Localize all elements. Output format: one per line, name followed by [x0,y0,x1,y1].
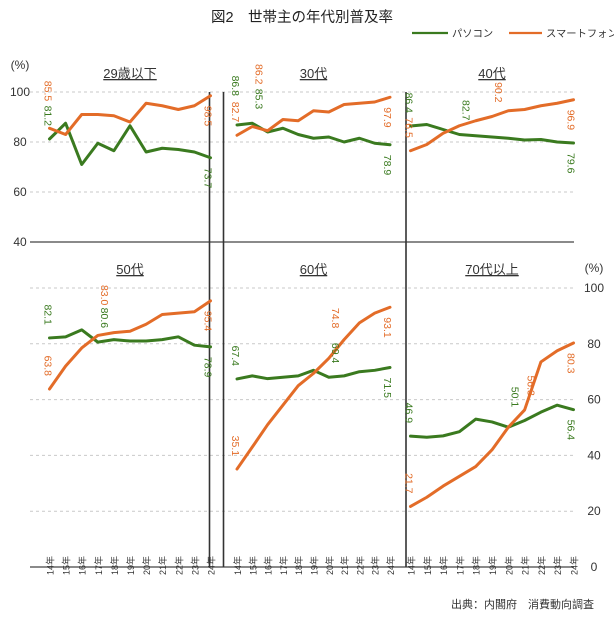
svg-text:76.5: 76.5 [403,117,415,138]
svg-text:17年: 17年 [278,556,289,575]
svg-text:18年: 18年 [293,556,304,575]
svg-text:60: 60 [587,393,601,407]
svg-text:15年: 15年 [247,556,258,575]
svg-text:96.9: 96.9 [565,110,577,131]
svg-text:85.5: 85.5 [42,81,54,102]
svg-text:50.1: 50.1 [508,387,520,408]
svg-text:16年: 16年 [438,556,449,575]
svg-text:71.5: 71.5 [381,378,393,399]
svg-text:35.1: 35.1 [229,436,241,457]
svg-text:17年: 17年 [454,556,465,575]
svg-text:20年: 20年 [324,556,335,575]
svg-text:20年: 20年 [141,556,152,575]
svg-text:74.8: 74.8 [329,308,341,329]
svg-text:19年: 19年 [125,556,136,575]
svg-text:82.1: 82.1 [42,304,54,325]
svg-text:24年: 24年 [385,556,396,575]
svg-text:86.4: 86.4 [403,93,415,114]
svg-text:0: 0 [591,560,598,574]
svg-text:93.1: 93.1 [381,317,393,338]
svg-text:20: 20 [587,504,601,518]
svg-text:17年: 17年 [93,556,104,575]
svg-text:80.6: 80.6 [98,308,110,329]
svg-text:56.3: 56.3 [525,375,537,396]
svg-text:18年: 18年 [109,556,120,575]
svg-text:21年: 21年 [157,556,168,575]
svg-text:24年: 24年 [206,556,217,575]
svg-text:16年: 16年 [77,556,88,575]
svg-text:40代: 40代 [478,66,505,81]
svg-text:22年: 22年 [536,556,547,575]
svg-text:15年: 15年 [422,556,433,575]
svg-text:86.8: 86.8 [229,76,241,97]
svg-text:29歳以下: 29歳以下 [103,66,156,81]
svg-text:16年: 16年 [263,556,274,575]
svg-text:80.3: 80.3 [565,353,577,374]
svg-text:63.8: 63.8 [42,356,54,377]
svg-text:95.4: 95.4 [202,311,214,332]
svg-text:21.7: 21.7 [403,473,415,494]
svg-text:23年: 23年 [189,556,200,575]
svg-text:80: 80 [587,337,601,351]
svg-text:14年: 14年 [232,556,243,575]
svg-text:80: 80 [13,135,27,149]
svg-text:82.7: 82.7 [459,100,471,121]
svg-text:パソコン: パソコン [452,28,493,40]
svg-text:56.4: 56.4 [565,420,577,441]
svg-text:(%): (%) [11,58,30,72]
svg-text:86.2: 86.2 [252,64,264,85]
svg-text:14年: 14年 [406,556,417,575]
svg-text:15年: 15年 [61,556,72,575]
svg-text:20年: 20年 [503,556,514,575]
svg-text:69.4: 69.4 [329,343,341,364]
svg-text:78.9: 78.9 [202,357,214,378]
svg-text:19年: 19年 [309,556,320,575]
svg-text:24年: 24年 [569,556,580,575]
svg-text:60: 60 [13,185,27,199]
svg-text:98.5: 98.5 [202,106,214,127]
svg-text:97.9: 97.9 [381,107,393,128]
svg-text:22年: 22年 [354,556,365,575]
svg-text:60代: 60代 [300,262,327,277]
svg-text:70代以上: 70代以上 [465,262,518,277]
svg-text:30代: 30代 [300,66,327,81]
svg-text:40: 40 [587,448,601,462]
svg-text:出典：内閣府 消費動向調査: 出典：内閣府 消費動向調査 [451,597,594,611]
svg-text:79.6: 79.6 [565,153,577,174]
svg-text:90.2: 90.2 [492,82,504,103]
svg-text:23年: 23年 [370,556,381,575]
svg-text:78.9: 78.9 [381,155,393,176]
svg-text:85.3: 85.3 [252,89,264,110]
svg-text:81.2: 81.2 [42,106,54,127]
svg-text:21年: 21年 [520,556,531,575]
svg-text:50代: 50代 [116,262,143,277]
svg-text:100: 100 [584,281,604,295]
svg-text:67.4: 67.4 [229,346,241,367]
svg-text:40: 40 [13,235,27,249]
svg-text:22年: 22年 [173,556,184,575]
svg-text:83.0: 83.0 [98,285,110,306]
svg-text:82.7: 82.7 [229,102,241,123]
svg-text:スマートフォン: スマートフォン [546,29,614,40]
svg-text:14年: 14年 [45,556,56,575]
svg-text:(%): (%) [585,261,604,275]
svg-text:23年: 23年 [552,556,563,575]
svg-text:46.9: 46.9 [403,403,415,424]
svg-text:図2 世帯主の年代別普及率: 図2 世帯主の年代別普及率 [211,9,393,26]
svg-text:18年: 18年 [471,556,482,575]
svg-text:19年: 19年 [487,556,498,575]
svg-text:73.7: 73.7 [202,168,214,189]
svg-text:21年: 21年 [339,556,350,575]
svg-text:100: 100 [10,85,30,99]
